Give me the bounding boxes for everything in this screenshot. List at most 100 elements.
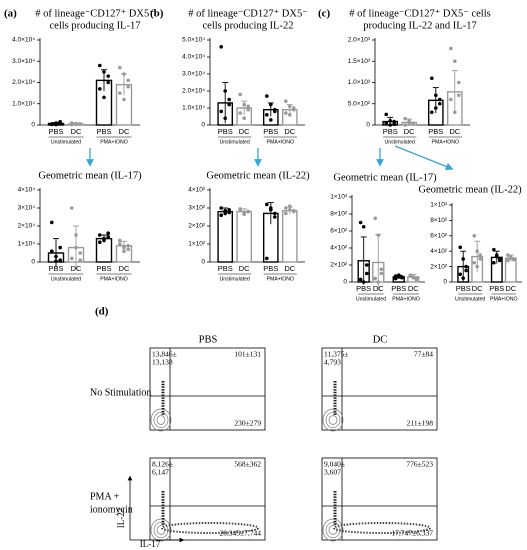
quadrant-value: 568±362 — [234, 460, 261, 469]
y-tick-label: 1.0×10⁴ — [12, 100, 35, 107]
data-point — [472, 260, 477, 265]
data-point — [291, 208, 296, 213]
y-tick-label: 5.0×10⁴ — [182, 37, 205, 44]
group-label: PMA+IONO — [392, 296, 420, 302]
data-point — [98, 240, 102, 244]
data-point — [379, 267, 384, 272]
data-point — [223, 116, 227, 120]
y-tick-label: 3.0×10⁴ — [12, 58, 35, 65]
data-point — [284, 111, 288, 115]
density-contour — [153, 411, 169, 429]
data-point — [403, 116, 408, 121]
data-point — [358, 277, 363, 282]
group-label: Unstimulated — [220, 139, 250, 145]
category-label: DC — [239, 264, 250, 273]
y-tick-label: 3×10² — [188, 205, 206, 212]
data-point — [58, 245, 62, 250]
data-point — [497, 258, 502, 263]
data-point — [246, 209, 250, 214]
y-tick-label: 0 — [201, 259, 205, 266]
chart-title: Geometric mean (IL-17) — [38, 170, 142, 181]
data-point — [102, 95, 106, 100]
density-contour — [325, 521, 341, 539]
data-point — [358, 220, 363, 225]
data-point — [238, 111, 243, 115]
y-tick-label: 1.0×10³ — [348, 79, 371, 86]
data-point — [388, 118, 393, 123]
group-label: Unstimulated — [220, 276, 250, 282]
group-label: Unstimulated — [455, 296, 485, 302]
category-label: PBS — [218, 127, 233, 136]
data-point — [50, 122, 54, 126]
category-label: PBS — [356, 284, 371, 293]
group-label: PMA+IONO — [267, 139, 295, 145]
data-point — [106, 231, 110, 235]
data-point — [126, 244, 130, 248]
quadrant-value: 101±131 — [234, 350, 261, 359]
data-point — [291, 106, 296, 110]
data-point — [495, 254, 499, 259]
category-label: PBS — [96, 127, 111, 136]
quadrant-value: 77±84 — [414, 350, 433, 359]
data-point — [98, 87, 102, 91]
data-point — [54, 122, 58, 127]
row-label: PMA + — [90, 491, 120, 502]
y-tick-label: 0 — [201, 122, 205, 129]
data-point — [373, 276, 378, 281]
density-contour — [150, 408, 172, 432]
data-point — [361, 280, 366, 284]
quadrant-value: 11,375± — [324, 350, 348, 359]
data-point — [118, 65, 122, 70]
y-tick-label: 1×10⁴ — [18, 241, 36, 248]
data-point — [118, 238, 122, 243]
data-point — [272, 109, 277, 114]
data-point — [458, 245, 463, 250]
data-point — [472, 234, 477, 238]
data-point — [376, 233, 381, 238]
category-label: DC — [505, 284, 516, 293]
data-point — [288, 208, 292, 212]
data-point — [58, 258, 62, 263]
category-label: DC — [408, 284, 419, 293]
quadrant-value: 13,138 — [152, 358, 173, 367]
y-tick-label: 4×10² — [330, 245, 348, 252]
data-point — [430, 110, 434, 115]
category-label: PBS — [218, 264, 233, 273]
data-point — [242, 102, 246, 107]
data-point — [219, 206, 224, 210]
quadrant-value: 9,040± — [324, 460, 345, 469]
data-point — [458, 272, 463, 277]
chart-title: Geometric mean (IL-22) — [206, 170, 310, 181]
y-tick-label: 2.0×10³ — [348, 37, 371, 44]
data-point — [74, 233, 78, 237]
data-point — [227, 102, 231, 107]
y-axis-label: IL-22 — [116, 508, 126, 529]
y-tick-label: 4×10⁴ — [18, 187, 36, 194]
data-point — [227, 210, 231, 215]
data-point — [126, 84, 130, 89]
data-point — [392, 119, 396, 124]
column-label: PBS — [199, 334, 218, 345]
category-label: PBS — [263, 264, 278, 273]
data-point — [265, 202, 269, 207]
quadrant-value: 211±198 — [407, 419, 434, 428]
data-point — [246, 107, 250, 112]
data-point — [364, 271, 369, 276]
data-point — [453, 59, 457, 64]
data-point — [238, 207, 243, 211]
y-tick-label: 6×10² — [430, 233, 448, 240]
y-tick-label: 2.0×10⁴ — [182, 88, 205, 95]
quadrant-value: 20,345±7,744 — [219, 529, 261, 538]
data-point — [393, 276, 398, 281]
y-tick-label: 0 — [31, 259, 35, 266]
category-label: DC — [449, 127, 460, 136]
data-point — [461, 276, 466, 280]
quadrant-value: 776±523 — [406, 460, 433, 469]
data-point — [396, 273, 401, 278]
event-smear — [161, 522, 259, 534]
bar — [236, 210, 253, 263]
category-label: DC — [71, 127, 82, 136]
category-label: DC — [373, 284, 384, 293]
category-label: PBS — [96, 264, 111, 273]
data-point — [238, 92, 243, 97]
